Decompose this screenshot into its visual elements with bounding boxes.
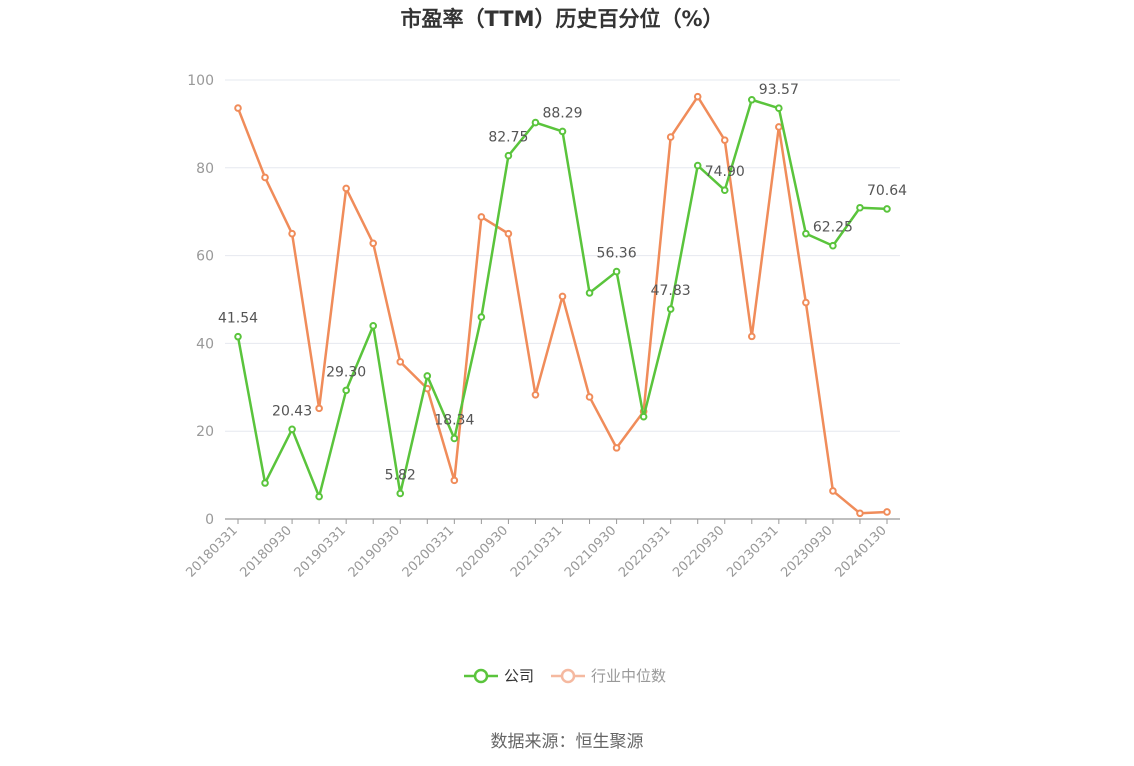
data-point[interactable] bbox=[558, 292, 567, 301]
data-point[interactable] bbox=[423, 372, 432, 380]
data-point[interactable] bbox=[639, 412, 648, 421]
data-source-note: 数据来源：恒生聚源 bbox=[491, 732, 644, 752]
x-axis: 2018033120180930201903312019093020200331… bbox=[183, 518, 900, 581]
data-point[interactable] bbox=[342, 386, 350, 395]
data-label: 74.90 bbox=[705, 164, 745, 180]
data-label: 88.29 bbox=[542, 105, 582, 121]
data-point[interactable] bbox=[531, 118, 540, 127]
data-point[interactable] bbox=[261, 479, 269, 487]
data-labels: 41.54 20.43 29.30 5.82 18.34 82.75 88.29 56.36 4… bbox=[218, 82, 907, 483]
legend-label: 行业中位数 bbox=[591, 667, 666, 685]
data-point[interactable] bbox=[856, 509, 864, 518]
series-lines bbox=[234, 92, 891, 518]
data-point[interactable] bbox=[477, 313, 486, 321]
y-tick-label: 80 bbox=[196, 161, 214, 177]
x-tick-label: 20210930 bbox=[562, 523, 619, 580]
series-industry-median bbox=[234, 92, 891, 518]
data-point[interactable] bbox=[261, 173, 269, 182]
y-tick-label: 60 bbox=[196, 249, 214, 265]
x-tick-label: 20230930 bbox=[778, 523, 835, 580]
data-label: 56.36 bbox=[597, 246, 637, 262]
y-tick-label: 100 bbox=[187, 73, 214, 89]
data-point[interactable] bbox=[883, 508, 891, 516]
data-label: 62.25 bbox=[813, 220, 853, 236]
data-point[interactable] bbox=[288, 229, 296, 238]
data-point[interactable] bbox=[775, 123, 783, 131]
data-label: 93.57 bbox=[759, 82, 799, 98]
data-point[interactable] bbox=[883, 205, 891, 213]
data-label: 5.82 bbox=[385, 467, 416, 483]
x-tick-label: 20220331 bbox=[616, 523, 673, 580]
data-point[interactable] bbox=[666, 305, 675, 313]
data-label: 20.43 bbox=[272, 403, 312, 419]
legend-label: 公司 bbox=[504, 667, 534, 685]
y-tick-label: 20 bbox=[196, 424, 214, 440]
data-point[interactable] bbox=[342, 184, 350, 193]
data-point[interactable] bbox=[829, 241, 837, 250]
data-point[interactable] bbox=[396, 358, 405, 366]
data-point[interactable] bbox=[234, 332, 242, 341]
x-tick-label: 20190930 bbox=[346, 523, 403, 580]
x-tick-label: 20200930 bbox=[454, 523, 511, 580]
data-point[interactable] bbox=[585, 393, 594, 401]
data-point[interactable] bbox=[747, 95, 756, 104]
legend-item-industry-median[interactable]: 行业中位数 bbox=[551, 667, 666, 685]
data-label: 47.83 bbox=[651, 283, 691, 299]
data-point[interactable] bbox=[531, 390, 540, 399]
series-company bbox=[234, 95, 891, 501]
data-point[interactable] bbox=[369, 322, 378, 330]
data-point[interactable] bbox=[504, 229, 513, 238]
legend[interactable]: 公司 行业中位数 bbox=[464, 667, 666, 685]
data-point[interactable] bbox=[802, 298, 810, 307]
data-label: 82.75 bbox=[488, 130, 528, 146]
data-point[interactable] bbox=[369, 239, 378, 248]
data-point[interactable] bbox=[856, 203, 864, 212]
data-label: 70.64 bbox=[867, 183, 907, 199]
legend-item-company[interactable]: 公司 bbox=[464, 667, 534, 685]
x-tick-label: 20190331 bbox=[292, 523, 349, 580]
data-point[interactable] bbox=[477, 213, 486, 221]
data-label: 41.54 bbox=[218, 311, 258, 327]
data-point[interactable] bbox=[504, 151, 513, 160]
data-point[interactable] bbox=[720, 136, 729, 144]
data-point[interactable] bbox=[288, 425, 296, 434]
y-tick-label: 0 bbox=[205, 512, 214, 528]
data-point[interactable] bbox=[747, 332, 756, 341]
data-point[interactable] bbox=[693, 161, 702, 170]
x-tick-label: 20210331 bbox=[508, 523, 565, 580]
data-label: 29.30 bbox=[326, 364, 366, 380]
y-axis: 0 20 40 60 80 100 bbox=[187, 73, 214, 528]
data-point[interactable] bbox=[720, 186, 729, 194]
data-point[interactable] bbox=[234, 104, 242, 112]
data-point[interactable] bbox=[558, 127, 567, 136]
legend-circle-icon bbox=[473, 668, 489, 684]
x-tick-label: 20200331 bbox=[400, 523, 457, 580]
data-point[interactable] bbox=[829, 487, 837, 495]
data-point[interactable] bbox=[315, 404, 323, 413]
x-tick-label: 20230331 bbox=[724, 523, 781, 580]
data-point[interactable] bbox=[775, 104, 783, 113]
data-label: 18.34 bbox=[434, 412, 474, 428]
data-point[interactable] bbox=[666, 133, 675, 141]
data-point[interactable] bbox=[693, 92, 702, 101]
data-point[interactable] bbox=[802, 229, 810, 238]
legend-circle-icon bbox=[560, 668, 576, 684]
x-tick-label: 20180930 bbox=[238, 523, 295, 580]
data-point[interactable] bbox=[585, 289, 594, 297]
data-point[interactable] bbox=[315, 492, 323, 501]
data-point[interactable] bbox=[612, 267, 621, 276]
x-tick-label: 20180331 bbox=[183, 523, 240, 580]
x-tick-label: 20220930 bbox=[670, 523, 727, 580]
y-tick-label: 40 bbox=[196, 336, 214, 352]
data-point[interactable] bbox=[396, 489, 405, 498]
data-point[interactable] bbox=[450, 434, 459, 443]
data-point[interactable] bbox=[612, 444, 621, 452]
x-tick-label: 20240130 bbox=[832, 523, 889, 580]
data-point[interactable] bbox=[450, 476, 459, 485]
chart-title: 市盈率（TTM）历史百分位（%） bbox=[400, 7, 723, 31]
